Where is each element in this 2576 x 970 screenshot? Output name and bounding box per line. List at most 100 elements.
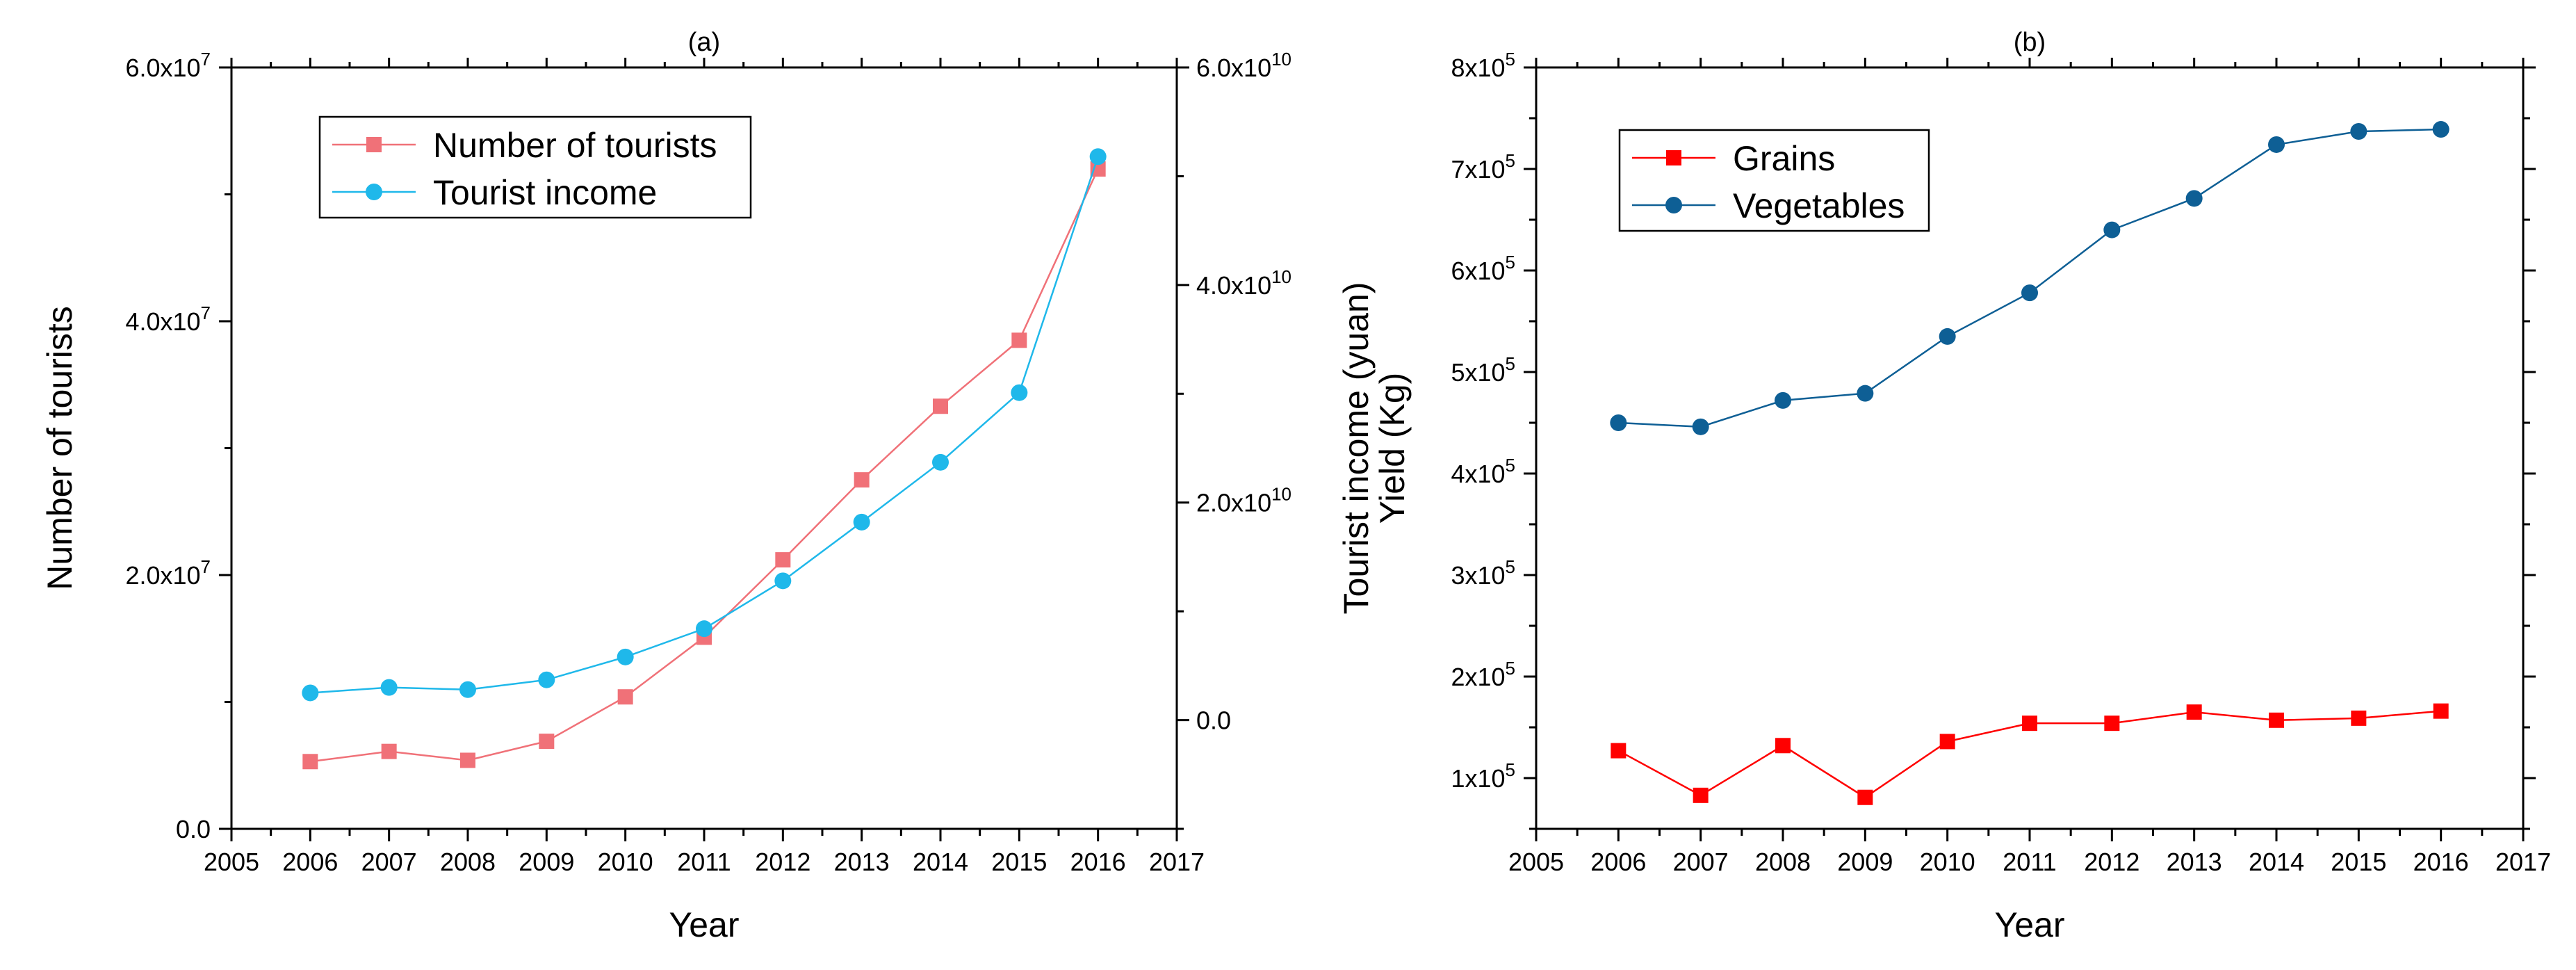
x-tick-label: 2009 [519,848,574,876]
legend: Number of tourists Tourist income [318,115,752,219]
x-tick-label: 2012 [2084,848,2139,876]
x-tick-label: 2007 [1673,848,1729,876]
x-axis-title: Year [1994,905,2064,944]
data-point [617,689,633,705]
x-tick-label: 2010 [598,848,653,876]
x-tick-label: 2006 [1590,848,1646,876]
x-tick-label: 2017 [2495,848,2551,876]
y-tick-label: 2x105 [1451,658,1515,691]
data-point [1775,391,1791,409]
chart-panel-2: (b) 2005 2006 2007 2008 2009 2010 2011 2012 2013 2… [1373,28,2551,944]
x-tick-label: 2009 [1837,848,1893,876]
x-tick-label: 2007 [361,848,417,876]
legend-label: Tourist income [433,173,657,212]
chart-panel-1: (a) 2005 2006 2007 2008 2009 2010 2011 2012 2013 2… [40,28,1376,944]
y-axis-title: Number of tourists [40,306,79,590]
y-tick-label: 5x105 [1451,353,1515,387]
data-point [2269,712,2284,728]
y-tick-label: 1x105 [1451,759,1515,793]
data-point [2432,121,2449,138]
x-tick-label: 2013 [2167,848,2222,876]
data-point [539,734,555,750]
data-point [380,679,398,696]
data-point [1611,743,1627,759]
data-point [1857,789,1873,805]
data-point [2104,716,2120,731]
x-tick-label: 2008 [1755,848,1811,876]
legend-label: Number of tourists [433,126,717,165]
data-point [2021,284,2038,302]
legend-marker [366,184,382,200]
data-point [617,648,634,665]
y-tick-label: 7x105 [1451,150,1515,184]
data-point [2351,710,2367,726]
data-point [854,472,870,488]
data-point [1089,148,1107,165]
y-tick-label: 6.0x107 [125,49,211,82]
data-point [2186,704,2202,720]
data-point [1610,414,1627,431]
data-point [774,572,792,590]
x-tick-label: 2014 [2249,848,2304,876]
data-point [302,754,318,770]
y-tick-label: 4.0x107 [125,302,211,336]
series-line-1 [310,168,1099,763]
x-tick-label: 2008 [440,848,496,876]
data-point [460,752,475,768]
x-tick-label: 2016 [2413,848,2469,876]
data-point [459,681,476,698]
x-tick-label: 2014 [913,848,968,876]
y-tick-label: 0.0 [176,815,211,843]
x-tick-label: 2011 [2003,848,2056,876]
data-point [1857,385,1874,402]
legend: Grains Vegetables [1618,129,1930,232]
data-point [1090,161,1106,177]
y2-tick-label: 2.0x1010 [1196,484,1291,517]
y-tick-label: 2.0x107 [125,556,211,590]
data-point [1693,787,1709,803]
x-tick-label: 2016 [1070,848,1126,876]
data-point [1011,384,1028,401]
data-point [696,620,712,638]
y2-tick-label: 4.0x1010 [1196,266,1291,300]
data-point [2103,221,2121,239]
x-tick-label: 2013 [834,848,890,876]
y-tick-label: 3x105 [1451,556,1515,590]
data-point [538,671,555,688]
data-point [2185,190,2203,207]
y-tick-label: 6x105 [1451,252,1515,285]
series-line-2 [310,156,1099,694]
data-point [2268,136,2285,153]
x-tick-label: 2005 [1508,848,1564,876]
data-point [775,552,791,568]
legend-marker [1665,197,1682,213]
data-point [1939,328,1956,345]
legend-box [1618,129,1930,232]
data-point [1939,734,1955,750]
y2-axis-title: Tourist income (yuan) [1337,282,1376,615]
x-axis-title: Year [669,905,739,944]
x-tick-label: 2011 [677,848,731,876]
x-tick-label: 2015 [2331,848,2386,876]
x-tick-label: 2006 [282,848,338,876]
legend-label: Grains [1733,139,1835,178]
legend-marker [366,137,382,152]
x-tick-label: 2012 [755,848,810,876]
y-tick-label: 8x105 [1451,49,1515,82]
x-tick-label: 2005 [204,848,259,876]
data-point [381,743,397,759]
x-tick-label: 2017 [1149,848,1205,876]
y2-tick-label: 6.0x1010 [1196,49,1291,82]
x-tick-label: 2010 [1920,848,1975,876]
y2-tick-label: 0.0 [1196,706,1231,735]
panel-title: (a) [688,28,720,57]
y-tick-label: 4x105 [1451,455,1515,488]
data-point [1775,738,1791,754]
legend-label: Vegetables [1733,186,1905,225]
data-point [933,398,948,414]
x-tick-label: 2015 [991,848,1047,876]
data-point [853,513,870,531]
data-point [1692,418,1709,435]
